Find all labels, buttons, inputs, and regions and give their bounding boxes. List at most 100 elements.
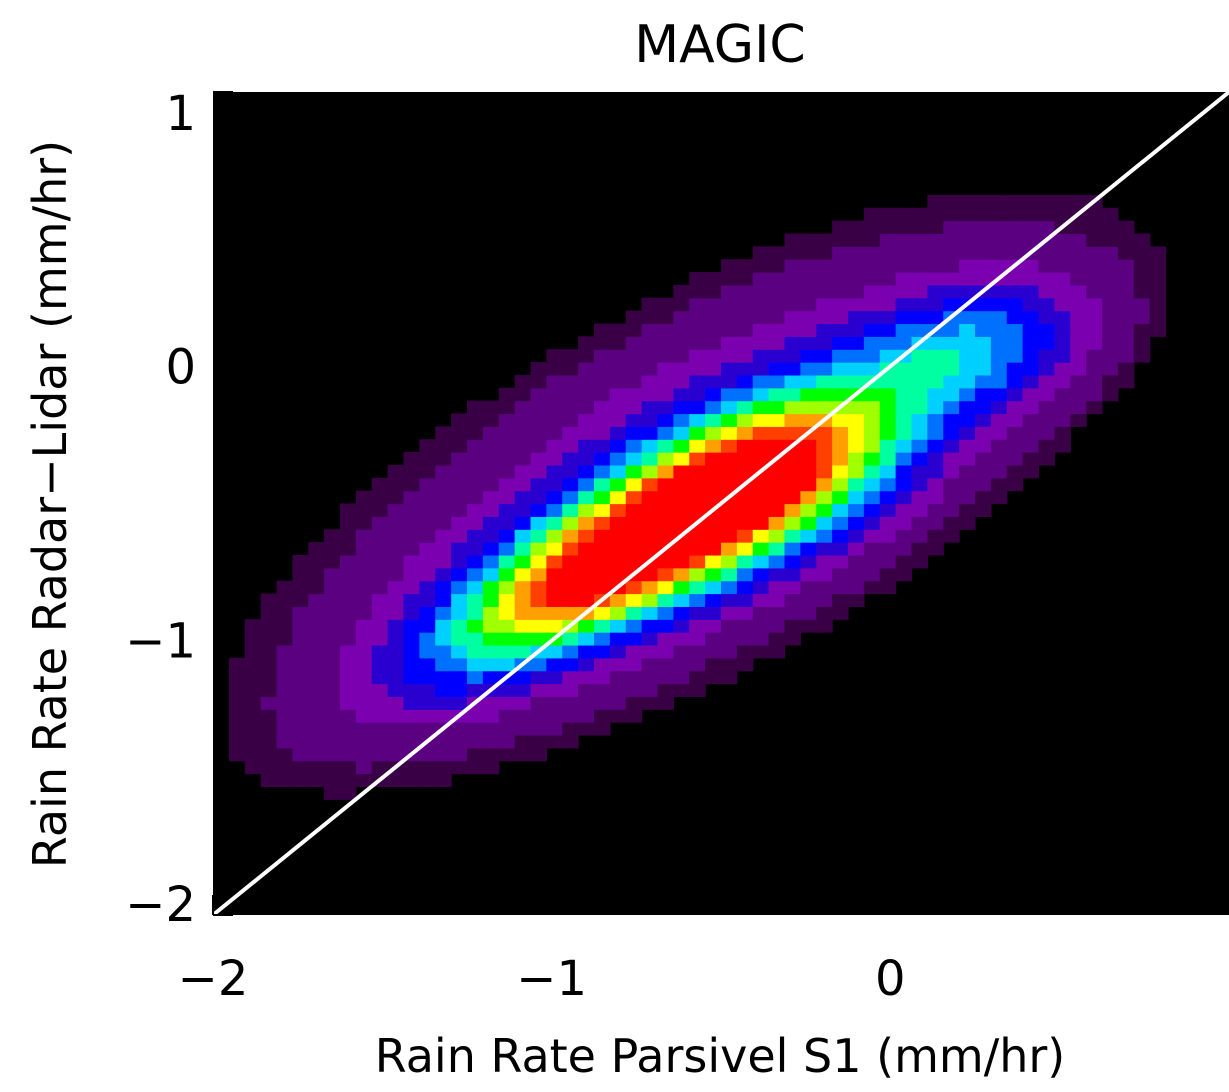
- heatmap-cell: [768, 503, 786, 517]
- heatmap-cell: [784, 362, 801, 376]
- heatmap-cell: [340, 696, 357, 710]
- heatmap-cell: [848, 580, 865, 595]
- x-axis-label: Rain Rate Parsivel S1 (mm/hr): [375, 1029, 1065, 1083]
- heatmap-cell: [594, 606, 611, 620]
- heatmap-cell: [879, 452, 897, 466]
- heatmap-cell: [752, 452, 770, 466]
- heatmap-cell: [641, 439, 659, 453]
- heatmap-cell: [705, 374, 722, 389]
- heatmap-cell: [768, 400, 786, 415]
- heatmap-cell: [1054, 246, 1071, 260]
- heatmap-cell: [562, 593, 579, 607]
- heatmap-cell: [594, 413, 611, 427]
- heatmap-cell: [546, 413, 563, 427]
- heatmap-cell: [324, 529, 341, 543]
- heatmap-cell: [705, 580, 722, 595]
- heatmap-cell: [673, 567, 690, 582]
- heatmap-cell: [594, 374, 611, 389]
- heatmap-cell: [1117, 374, 1135, 389]
- y-tick-label: 1: [165, 86, 196, 142]
- heatmap-cell: [641, 349, 659, 363]
- heatmap-cell: [768, 272, 786, 286]
- heatmap-cell: [721, 632, 738, 646]
- heatmap-cell: [562, 452, 579, 466]
- heatmap-cell: [340, 747, 357, 762]
- heatmap-cell: [863, 516, 881, 530]
- heatmap-cell: [911, 297, 928, 312]
- heatmap-cell: [673, 374, 690, 389]
- heatmap-cell: [244, 734, 262, 749]
- heatmap-cell: [594, 554, 611, 569]
- heatmap-cell: [768, 413, 786, 427]
- heatmap-cell: [689, 529, 706, 543]
- heatmap-cell: [990, 323, 1008, 337]
- heatmap-cell: [736, 632, 754, 646]
- heatmap-cell: [498, 632, 516, 646]
- heatmap-cell: [340, 683, 357, 697]
- heatmap-cell: [1006, 452, 1024, 466]
- heatmap-cell: [435, 747, 452, 762]
- heatmap-cell: [832, 580, 849, 595]
- heatmap-cell: [879, 580, 897, 595]
- heatmap-cell: [451, 760, 468, 775]
- heatmap-cell: [911, 207, 928, 222]
- heatmap-cell: [990, 387, 1008, 402]
- heatmap-cell: [594, 400, 611, 415]
- heatmap-cell: [419, 696, 436, 710]
- heatmap-cell: [848, 567, 865, 582]
- heatmap-cell: [482, 503, 500, 517]
- heatmap-cell: [371, 722, 389, 736]
- heatmap-cell: [1070, 413, 1087, 427]
- heatmap-cell: [276, 773, 293, 788]
- heatmap-cell: [562, 413, 579, 427]
- heatmap-cell: [673, 657, 690, 672]
- heatmap-cell: [308, 580, 325, 595]
- heatmap-cell: [689, 310, 706, 325]
- heatmap-cell: [927, 207, 944, 222]
- heatmap-cell: [657, 503, 674, 517]
- heatmap-cells: [228, 194, 1167, 800]
- heatmap-cell: [387, 670, 405, 685]
- heatmap-cell: [752, 606, 770, 620]
- heatmap-cell: [800, 349, 817, 363]
- heatmap-cell: [1086, 362, 1103, 376]
- heatmap-cell: [768, 349, 786, 363]
- heatmap-cell: [927, 477, 944, 492]
- heatmap-cell: [863, 310, 881, 325]
- heatmap-cell: [927, 259, 944, 273]
- heatmap-cell: [562, 632, 579, 646]
- heatmap-cell: [355, 619, 373, 633]
- heatmap-cell: [752, 362, 770, 376]
- heatmap-cell: [705, 439, 722, 453]
- heatmap-cell: [990, 220, 1008, 235]
- heatmap-cell: [419, 644, 436, 659]
- heatmap-cell: [768, 516, 786, 530]
- heatmap-cell: [1070, 374, 1087, 389]
- heatmap-cell: [990, 362, 1008, 376]
- heatmap-cell: [784, 593, 801, 607]
- heatmap-cell: [355, 632, 373, 646]
- heatmap-cell: [895, 529, 913, 543]
- heatmap-cell: [1102, 336, 1119, 350]
- heatmap-cell: [959, 362, 976, 376]
- heatmap-cell: [689, 272, 706, 286]
- heatmap-cell: [340, 529, 357, 543]
- heatmap-cell: [435, 734, 452, 749]
- heatmap-cell: [1149, 246, 1167, 260]
- heatmap-cell: [482, 439, 500, 453]
- heatmap-cell: [578, 349, 595, 363]
- heatmap-cell: [451, 580, 468, 595]
- heatmap-cell: [816, 490, 833, 505]
- heatmap-cell: [276, 657, 293, 672]
- heatmap-cell: [1070, 310, 1087, 325]
- heatmap-cell: [1022, 310, 1040, 325]
- heatmap-cell: [514, 490, 532, 505]
- heatmap-cell: [482, 606, 500, 620]
- heatmap-cell: [736, 464, 754, 479]
- heatmap-cell: [451, 464, 468, 479]
- heatmap-cell: [975, 194, 992, 209]
- heatmap-cell: [768, 580, 786, 595]
- heatmap-cell: [514, 400, 532, 415]
- heatmap-cell: [911, 503, 928, 517]
- heatmap-cell: [784, 516, 801, 530]
